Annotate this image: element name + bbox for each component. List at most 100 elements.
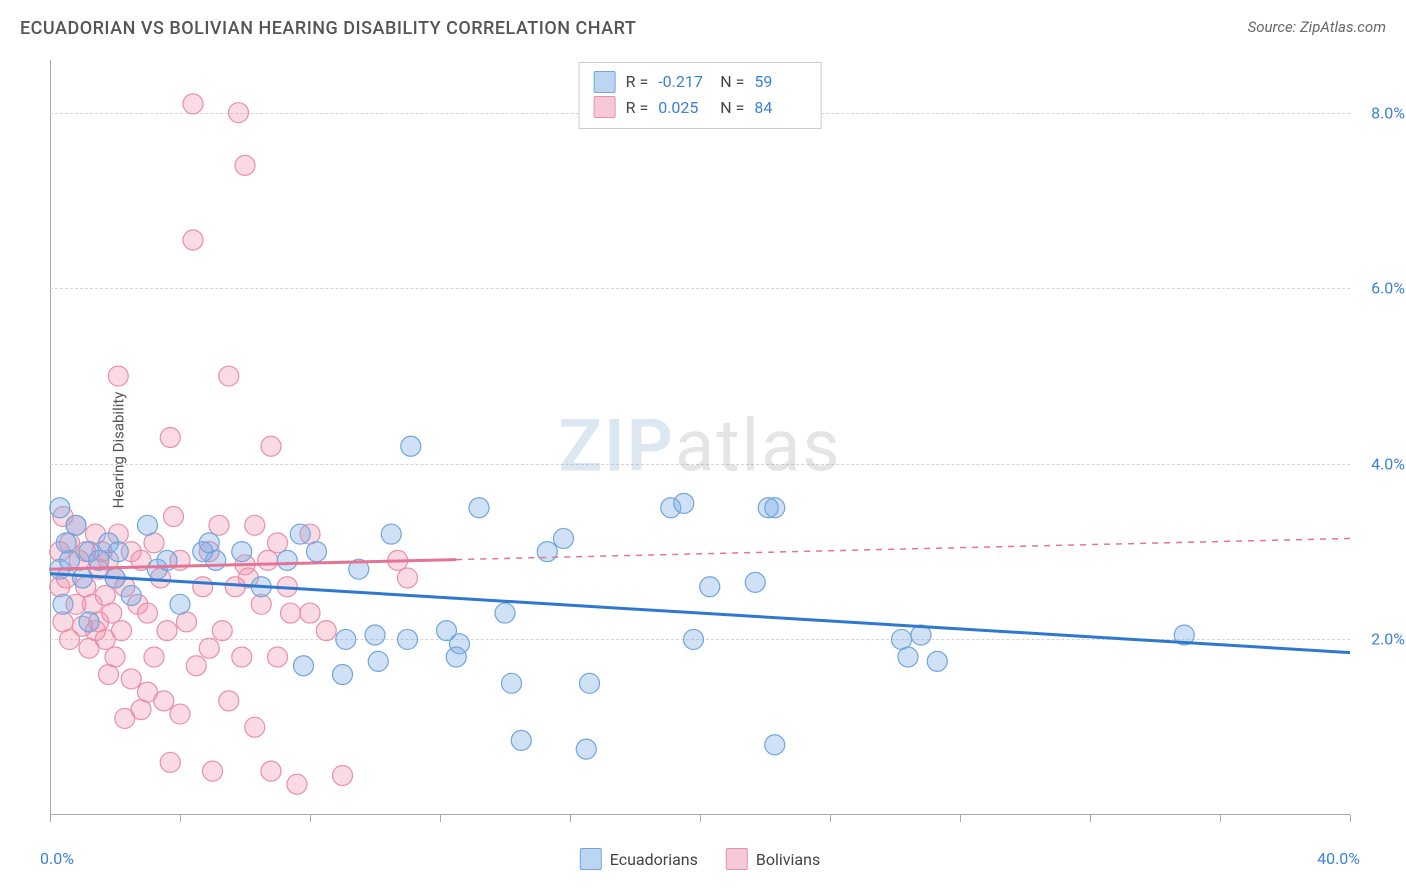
y-tick-label: 2.0% bbox=[1371, 630, 1405, 649]
x-axis-min-label: 0.0% bbox=[40, 849, 74, 868]
legend-item-bolivians: Bolivians bbox=[726, 848, 820, 870]
scatter-point bbox=[381, 524, 401, 544]
scatter-point bbox=[765, 735, 785, 755]
scatter-point bbox=[219, 366, 239, 386]
scatter-point bbox=[277, 550, 297, 570]
scatter-point bbox=[56, 533, 76, 553]
scatter-point bbox=[294, 656, 314, 676]
scatter-point bbox=[209, 515, 229, 535]
scatter-point bbox=[927, 651, 947, 671]
scatter-point bbox=[102, 603, 122, 623]
n-label: N = bbox=[720, 95, 744, 121]
n-value-ecuadorians: 59 bbox=[754, 69, 806, 95]
correlation-row-ecuadorians: R = -0.217 N = 59 bbox=[594, 69, 807, 95]
scatter-point bbox=[232, 542, 252, 562]
scatter-point bbox=[170, 704, 190, 724]
scatter-point bbox=[66, 515, 86, 535]
scatter-point bbox=[333, 765, 353, 785]
scatter-point bbox=[245, 717, 265, 737]
y-tick-label: 4.0% bbox=[1371, 454, 1405, 473]
scatter-point bbox=[401, 436, 421, 456]
scatter-point bbox=[268, 533, 288, 553]
chart-title: ECUADORIAN VS BOLIVIAN HEARING DISABILIT… bbox=[20, 18, 636, 39]
scatter-point bbox=[108, 542, 128, 562]
scatter-point bbox=[157, 621, 177, 641]
scatter-point bbox=[261, 436, 281, 456]
scatter-point bbox=[121, 669, 141, 689]
legend-label-bolivians: Bolivians bbox=[756, 850, 820, 869]
scatter-point bbox=[232, 647, 252, 667]
correlation-legend-box: R = -0.217 N = 59 R = 0.025 N = 84 bbox=[579, 62, 822, 129]
scatter-point bbox=[450, 634, 470, 654]
scatter-point bbox=[554, 528, 574, 548]
scatter-point bbox=[164, 507, 184, 527]
scatter-point bbox=[245, 515, 265, 535]
r-label: R = bbox=[626, 69, 649, 95]
scatter-point bbox=[112, 621, 132, 641]
scatter-point bbox=[336, 629, 356, 649]
r-value-bolivians: 0.025 bbox=[658, 95, 710, 121]
n-value-bolivians: 84 bbox=[754, 95, 806, 121]
scatter-point bbox=[398, 568, 418, 588]
scatter-point bbox=[229, 103, 249, 123]
scatter-point bbox=[684, 629, 704, 649]
scatter-point bbox=[365, 625, 385, 645]
scatter-point bbox=[183, 94, 203, 114]
scatter-point bbox=[307, 542, 327, 562]
scatter-point bbox=[745, 572, 765, 592]
scatter-point bbox=[469, 498, 489, 518]
scatter-point bbox=[53, 594, 73, 614]
chart-svg bbox=[50, 60, 1350, 840]
trend-line-dashed bbox=[456, 538, 1350, 559]
scatter-point bbox=[105, 647, 125, 667]
y-tick-label: 8.0% bbox=[1371, 103, 1405, 122]
scatter-point bbox=[368, 651, 388, 671]
scatter-point bbox=[186, 656, 206, 676]
scatter-point bbox=[268, 647, 288, 667]
scatter-point bbox=[138, 603, 158, 623]
n-label: N = bbox=[720, 69, 744, 95]
legend-label-ecuadorians: Ecuadorians bbox=[610, 850, 698, 869]
scatter-point bbox=[281, 603, 301, 623]
source-attribution: Source: ZipAtlas.com bbox=[1248, 18, 1386, 36]
scatter-point bbox=[144, 647, 164, 667]
scatter-point bbox=[219, 691, 239, 711]
scatter-point bbox=[73, 568, 93, 588]
scatter-point bbox=[203, 761, 223, 781]
scatter-point bbox=[398, 629, 418, 649]
scatter-point bbox=[576, 739, 596, 759]
scatter-point bbox=[700, 577, 720, 597]
scatter-point bbox=[170, 594, 190, 614]
scatter-point bbox=[511, 730, 531, 750]
scatter-point bbox=[79, 612, 99, 632]
scatter-point bbox=[154, 691, 174, 711]
scatter-point bbox=[580, 673, 600, 693]
scatter-point bbox=[316, 621, 336, 641]
y-tick-label: 6.0% bbox=[1371, 279, 1405, 298]
scatter-point bbox=[765, 498, 785, 518]
x-tick bbox=[1350, 815, 1351, 822]
scatter-point bbox=[193, 577, 213, 597]
scatter-point bbox=[206, 550, 226, 570]
scatter-point bbox=[138, 515, 158, 535]
scatter-point bbox=[287, 774, 307, 794]
scatter-point bbox=[898, 647, 918, 667]
scatter-point bbox=[183, 230, 203, 250]
correlation-row-bolivians: R = 0.025 N = 84 bbox=[594, 95, 807, 121]
swatch-ecuadorians bbox=[594, 71, 616, 93]
scatter-point bbox=[674, 493, 694, 513]
x-axis-max-label: 40.0% bbox=[1317, 849, 1360, 868]
scatter-point bbox=[495, 603, 515, 623]
swatch-bolivians bbox=[594, 96, 616, 118]
scatter-point bbox=[160, 428, 180, 448]
scatter-point bbox=[50, 498, 70, 518]
scatter-point bbox=[212, 621, 232, 641]
scatter-point bbox=[261, 761, 281, 781]
scatter-point bbox=[108, 366, 128, 386]
legend-item-ecuadorians: Ecuadorians bbox=[580, 848, 698, 870]
scatter-point bbox=[290, 524, 310, 544]
scatter-point bbox=[502, 673, 522, 693]
scatter-point bbox=[199, 638, 219, 658]
scatter-point bbox=[300, 603, 320, 623]
legend-swatch-ecuadorians bbox=[580, 848, 602, 870]
